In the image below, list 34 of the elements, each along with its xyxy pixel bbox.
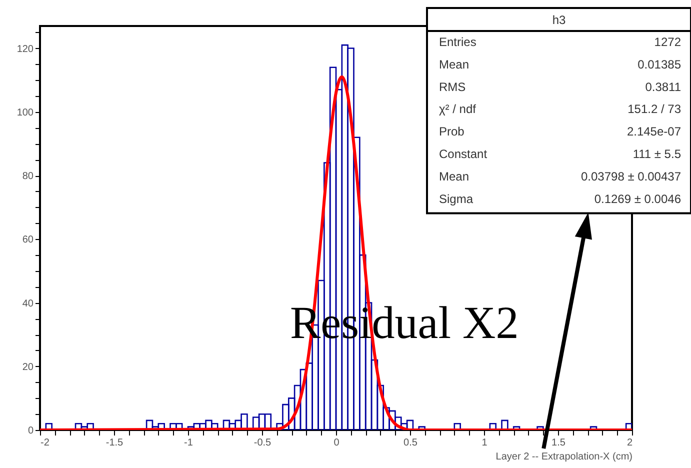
x-tick-label: 0.5 (404, 438, 418, 448)
annotation: Entries (439, 35, 476, 49)
y-tick-label: 80 (22, 171, 34, 182)
annotation: Mean (439, 57, 470, 72)
x-tick-label: -1 (184, 438, 194, 448)
annotation: 0.03798 ± 0.00437 (580, 169, 682, 184)
annotation: 0.1269 ± 0.0046 (594, 192, 682, 206)
y-tick-label: 60 (22, 234, 34, 246)
text: 1272 (654, 35, 682, 49)
annotation: 151.2 / 73 (628, 102, 682, 116)
annotation: Sigma (439, 192, 474, 206)
x-axis-title: Layer 2 -- Extrapolation-X (cm) (496, 452, 632, 462)
x-tick-label: -2 (40, 438, 50, 448)
annotation: 2.145e-07 (626, 124, 682, 139)
annotation: χ² / ndf (439, 102, 477, 116)
x-tick-label: -0.5 (254, 438, 272, 448)
y-tick-label: 40 (22, 298, 34, 310)
annotation: h3 (552, 13, 566, 27)
text: 0.01385 (638, 57, 682, 72)
text: 111 ± 5.5 (632, 147, 682, 161)
text: 0.3811 (645, 80, 682, 94)
x-tick-label: 0 (334, 438, 340, 448)
x-tick-label: -1.5 (106, 438, 124, 448)
annotation: Mean (439, 169, 470, 184)
y-tick-label: 0 (28, 426, 34, 436)
y-tick-label: 100 (16, 107, 34, 118)
annotation: Prob (439, 124, 465, 139)
x-tick-label: 1.5 (552, 438, 566, 448)
x-tick-label: 2 (626, 438, 633, 448)
annotation: RMS (439, 80, 466, 94)
annotation: Constant (439, 147, 488, 161)
y-tick-label: 20 (22, 362, 34, 373)
y-tick-label: 120 (16, 44, 34, 55)
x-tick-label: 1 (482, 438, 488, 448)
